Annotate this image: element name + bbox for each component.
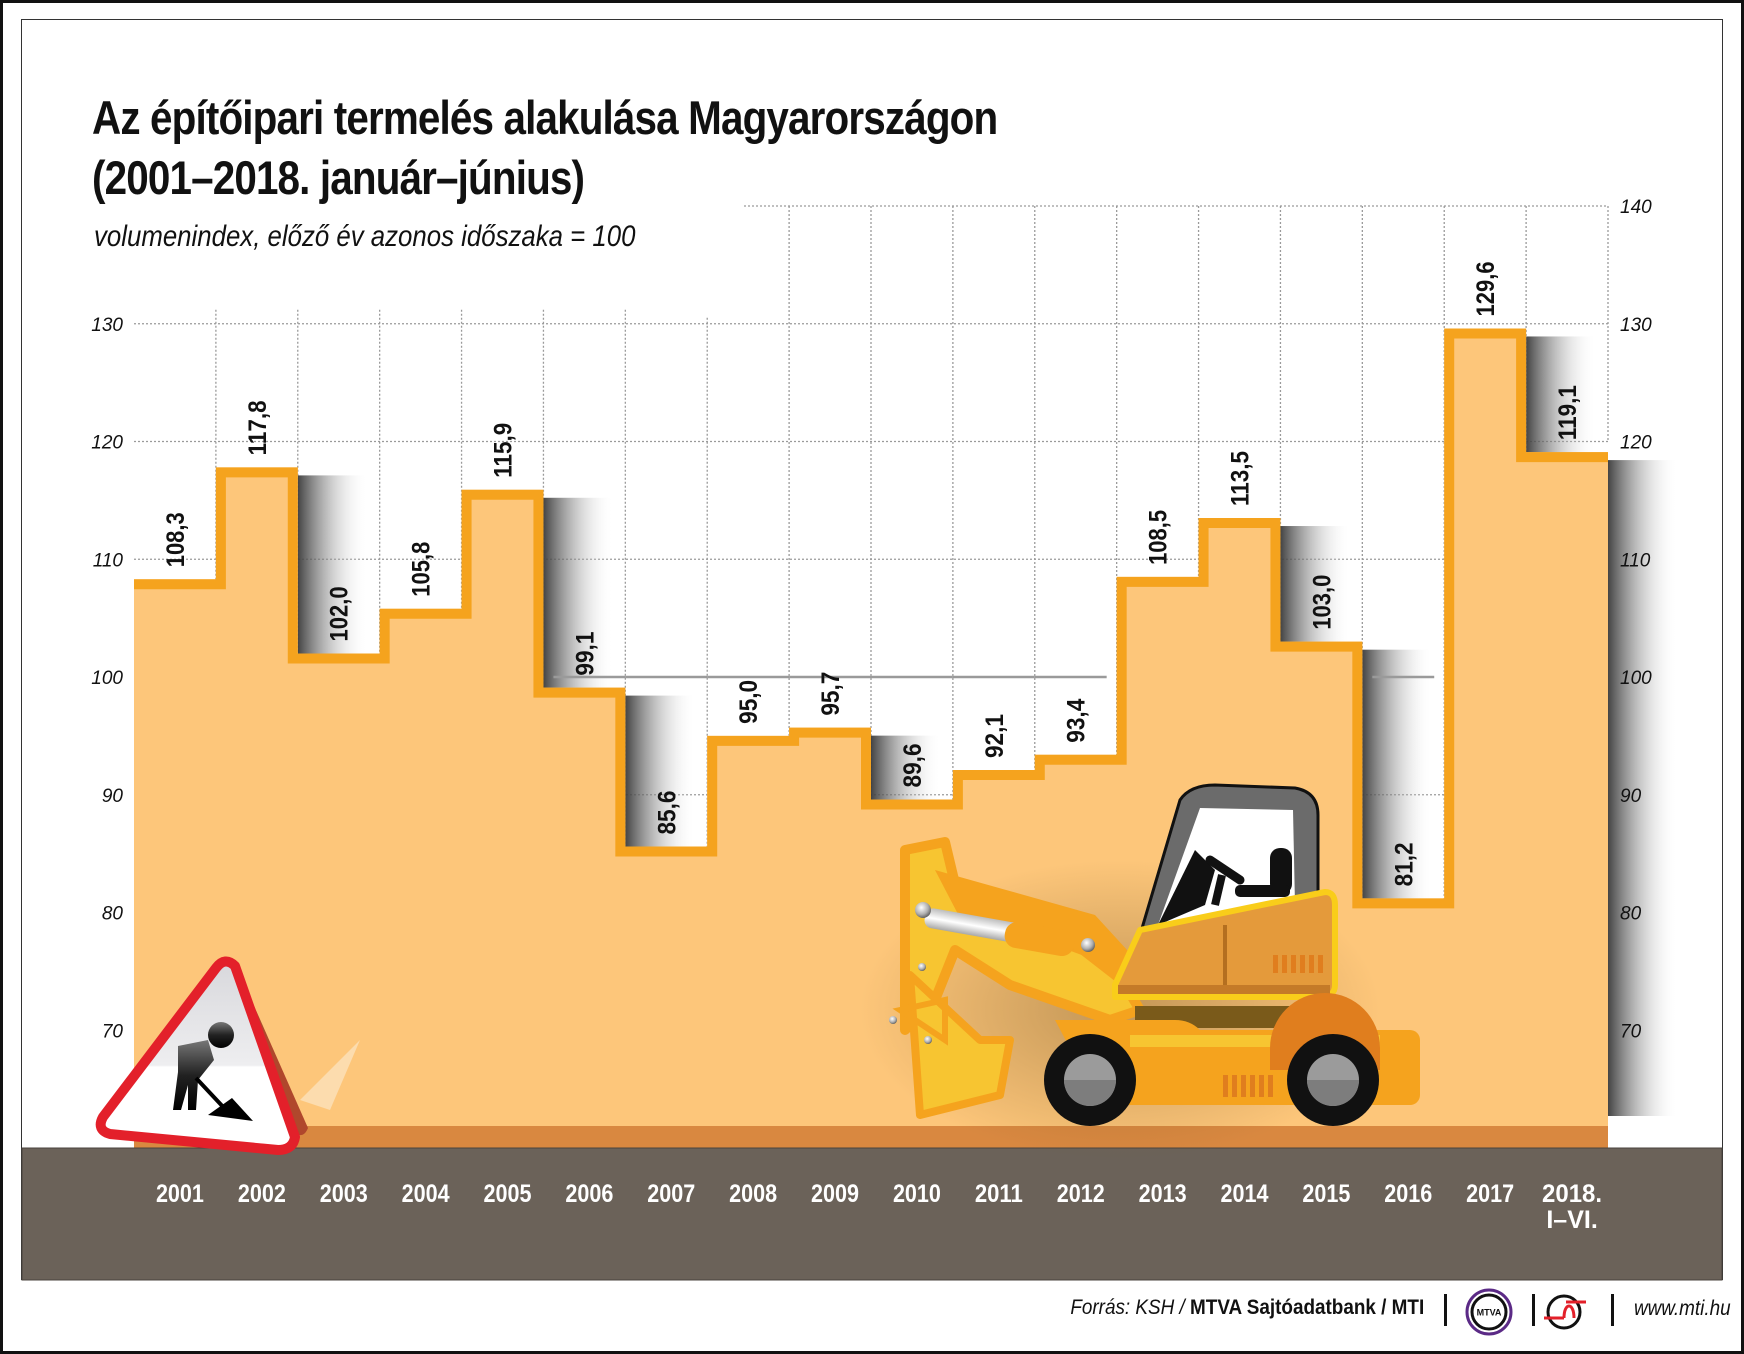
value-label: 99,1 [571, 632, 599, 676]
ground-stripe [134, 1126, 1608, 1149]
value-label: 102,0 [326, 586, 354, 641]
y-axis-left-label: 130 [91, 315, 123, 336]
x-axis-year-labels: 2001 2002 2003 2004 2005 2006 2007 2008 2009 2010… [156, 1180, 1602, 1234]
x-axis-year-label: 2007 [647, 1180, 695, 1208]
title-line-1: Az építőipari termelés alakulása Magyaro… [92, 91, 998, 144]
source-credit: Forrás: KSH / MTVA Sajtóadatbank / MTI [1070, 1296, 1424, 1320]
y-axis-right-label: 110 [1620, 550, 1651, 571]
source-prefix: Forrás: KSH / [1070, 1296, 1190, 1319]
step-shadow [543, 497, 614, 696]
footer-separator [1611, 1294, 1614, 1326]
value-label: 89,6 [899, 743, 927, 787]
y-axis-right-label: 80 [1620, 904, 1642, 925]
y-axis-left-label: 100 [91, 668, 123, 689]
website-url[interactable]: www.mti.hu [1634, 1297, 1731, 1320]
value-label: 85,6 [653, 791, 681, 835]
x-axis-year-label: 2010 [893, 1180, 941, 1208]
chassis-vents [1223, 1075, 1273, 1097]
value-label: 105,8 [408, 542, 436, 597]
x-axis-year-label: 2017 [1466, 1180, 1514, 1208]
y-axis-right-label: 90 [1620, 786, 1642, 807]
x-axis-year-label: 2001 [156, 1180, 204, 1208]
value-label: 113,5 [1227, 451, 1255, 506]
x-axis-year-label: 2011 [975, 1180, 1023, 1208]
step-shadow [625, 695, 696, 855]
y-axis-left-label: 90 [102, 786, 124, 807]
y-axis-left-label: 70 [102, 1021, 124, 1042]
y-axis-right-label: 120 [1620, 433, 1652, 454]
excavator-icon [860, 783, 1420, 1160]
value-label: 103,0 [1308, 575, 1336, 630]
value-label: 92,1 [981, 714, 1009, 758]
y-axis-labels: 70 80 90 100 110 120 130 70 80 90 100 110 120 130 140 [91, 197, 1652, 1042]
value-labels: 108,3 117,8 102,0 105,8 115,9 99,1 85,6 95,0 95,… [162, 261, 1582, 886]
value-label: 108,5 [1145, 510, 1173, 565]
step-outline [134, 328, 1608, 909]
x-axis-year-label: 2008 [729, 1180, 777, 1208]
y-axis-left-label: 80 [102, 904, 124, 925]
x-axis-year-label: 2009 [811, 1180, 859, 1208]
step-shadow [1280, 526, 1351, 650]
y-axis-left-label: 110 [93, 550, 124, 571]
footer-separator [1532, 1294, 1535, 1326]
y-axis-right-label: 100 [1620, 668, 1652, 689]
chart-subtitle: volumenindex, előző év azonos időszaka =… [94, 220, 636, 253]
y-axis-right-label: 140 [1620, 197, 1652, 218]
value-label: 93,4 [1063, 699, 1091, 743]
x-axis-year-label: 2016 [1384, 1180, 1432, 1208]
value-label: 95,0 [735, 680, 763, 724]
value-label: 95,7 [817, 672, 845, 716]
y-axis-left-label: 120 [91, 433, 123, 454]
x-axis-year-label: 2014 [1221, 1180, 1269, 1208]
x-axis-year-label: 2018. [1542, 1180, 1602, 1208]
step-shadows [297, 336, 1678, 1116]
x-axis-year-label: 2002 [238, 1180, 286, 1208]
y-axis-right-label: 130 [1620, 315, 1652, 336]
x-axis-year-label: 2006 [565, 1180, 613, 1208]
mtva-logo-icon: MTVA [1465, 1288, 1513, 1336]
x-axis-year-label: 2003 [320, 1180, 368, 1208]
value-label: 115,9 [490, 423, 518, 478]
step-shadow [1362, 649, 1433, 907]
x-axis-year-label: 2012 [1057, 1180, 1105, 1208]
body-vents [1273, 955, 1323, 973]
x-axis-year-label: 2015 [1302, 1180, 1350, 1208]
value-label: 129,6 [1472, 261, 1500, 316]
x-axis-year-label: 2005 [484, 1180, 532, 1208]
step-shadow [1526, 336, 1597, 461]
road-works-warning-sign-icon [95, 956, 360, 1155]
title-line-2: (2001–2018. január–június) [92, 151, 585, 204]
step-shadow [297, 475, 368, 662]
x-axis-year-label-line2: I–VI. [1546, 1206, 1597, 1234]
x-axis-year-label: 2013 [1139, 1180, 1187, 1208]
chart-title: Az építőipari termelés alakulása Magyaro… [92, 88, 998, 208]
value-label: 108,3 [162, 512, 190, 567]
step-shadow [871, 735, 941, 808]
x-axis-year-label: 2004 [402, 1180, 450, 1208]
value-label: 81,2 [1390, 842, 1418, 886]
footer: Forrás: KSH / MTVA Sajtóadatbank / MTI M… [0, 1288, 1744, 1336]
mti-logo-icon [1544, 1294, 1586, 1330]
step-shadow [1608, 460, 1678, 1116]
mtva-logo-text: MTVA [1477, 1308, 1502, 1318]
y-axis-right-label: 70 [1620, 1021, 1642, 1042]
value-label: 117,8 [244, 400, 272, 455]
source-agency: MTVA Sajtóadatbank / MTI [1189, 1296, 1424, 1319]
value-label: 119,1 [1554, 385, 1582, 440]
ground-band [21, 1147, 1723, 1281]
footer-separator [1444, 1294, 1447, 1326]
